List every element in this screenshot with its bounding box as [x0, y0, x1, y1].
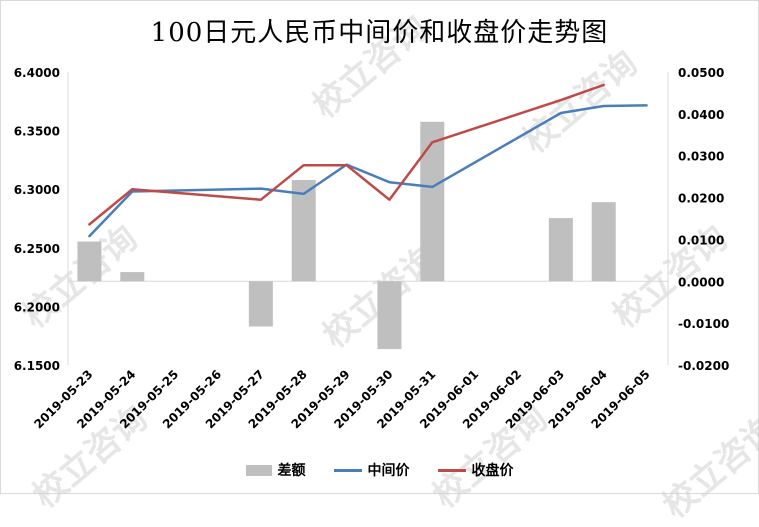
legend-item-close: 收盘价 — [437, 460, 514, 480]
legend: 差额 中间价 收盘价 — [0, 459, 759, 481]
right-tick-label: 0.0100 — [678, 233, 724, 247]
bar-diff — [377, 281, 402, 350]
bar-diff — [77, 241, 102, 282]
right-tick-label: 0.0000 — [678, 275, 724, 289]
chart-plot: 6.1500 6.2000 6.2500 6.3000 6.3500 6.4000 -0.0… — [14, 66, 730, 431]
left-tick-label: 6.3000 — [14, 183, 60, 197]
line-series — [88, 83, 648, 238]
axes — [67, 72, 669, 365]
line-close — [88, 83, 605, 226]
chart-frame — [0, 0, 759, 494]
line-midpoint — [88, 104, 648, 238]
bar-series — [77, 121, 616, 350]
left-tick-label: 6.2000 — [14, 300, 60, 314]
bar-diff — [291, 179, 316, 282]
legend-item-midpoint: 中间价 — [333, 460, 410, 480]
legend-label-close: 收盘价 — [471, 463, 514, 479]
chart-title: 100日元人民币中间价和收盘价走势图 — [150, 18, 609, 48]
right-tick-label: 0.0500 — [678, 66, 724, 80]
right-tick-label: -0.0200 — [678, 359, 729, 373]
bar-diff — [548, 218, 573, 282]
legend-swatch-midpoint — [333, 468, 362, 472]
bar-diff — [120, 272, 145, 282]
bar-diff — [248, 281, 273, 327]
tick-labels: 6.1500 6.2000 6.2500 6.3000 6.3500 6.4000 -0.0… — [14, 66, 730, 431]
legend-item-diff: 差额 — [245, 460, 306, 480]
left-tick-label: 6.4000 — [14, 66, 60, 80]
left-tick-label: 6.1500 — [14, 359, 60, 373]
right-tick-label: 0.0200 — [678, 192, 724, 206]
left-tick-label: 6.2500 — [14, 242, 60, 256]
legend-label-diff: 差额 — [277, 463, 306, 479]
legend-swatch-diff — [245, 464, 272, 476]
bar-diff — [420, 121, 445, 282]
legend-swatch-close — [437, 468, 466, 472]
right-tick-label: 0.0400 — [678, 108, 724, 122]
right-tick-label: 0.0300 — [678, 150, 724, 164]
left-tick-label: 6.3500 — [14, 125, 60, 139]
right-tick-label: -0.0100 — [678, 317, 729, 331]
bar-diff — [591, 202, 616, 282]
legend-label-midpoint: 中间价 — [367, 463, 410, 479]
